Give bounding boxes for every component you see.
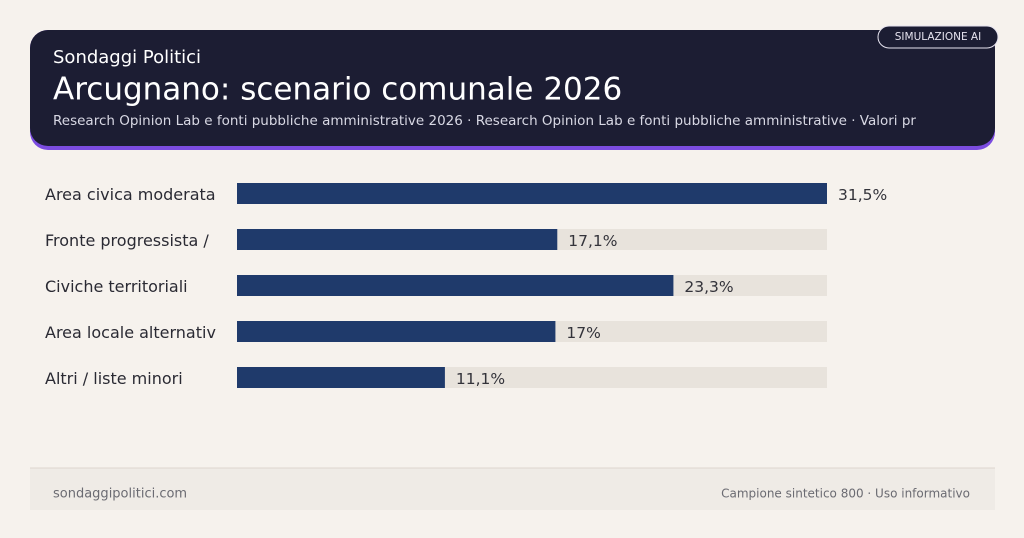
value-label: 31,5% — [838, 186, 887, 204]
category-label: Civiche territoriali — [45, 277, 188, 296]
footer-right: Campione sintetico 800 · Uso informativo — [721, 487, 970, 501]
footer-left: sondaggipolitici.com — [53, 487, 187, 502]
category-label: Area civica moderata — [45, 185, 216, 204]
footer — [30, 468, 995, 510]
category-label: Fronte progressista / — [45, 231, 209, 250]
category-label: Altri / liste minori — [45, 369, 183, 388]
badge-text: SIMULAZIONE AI — [895, 31, 981, 43]
header — [30, 30, 995, 146]
value-label: 17,1% — [568, 232, 617, 250]
badge — [877, 25, 999, 49]
subtitle: Research Opinion Lab e fonti pubbliche a… — [53, 113, 916, 129]
bar — [237, 229, 558, 250]
bar — [237, 367, 445, 388]
value-label: 17% — [566, 324, 600, 342]
value-label: 11,1% — [456, 370, 505, 388]
bar — [237, 275, 674, 296]
chart-title: Arcugnano: scenario comunale 2026 — [53, 72, 622, 108]
kicker: Sondaggi Politici — [53, 47, 201, 68]
value-label: 23,3% — [684, 278, 733, 296]
bar — [237, 321, 556, 342]
category-label: Area locale alternativ — [45, 323, 216, 342]
bar — [237, 183, 827, 204]
